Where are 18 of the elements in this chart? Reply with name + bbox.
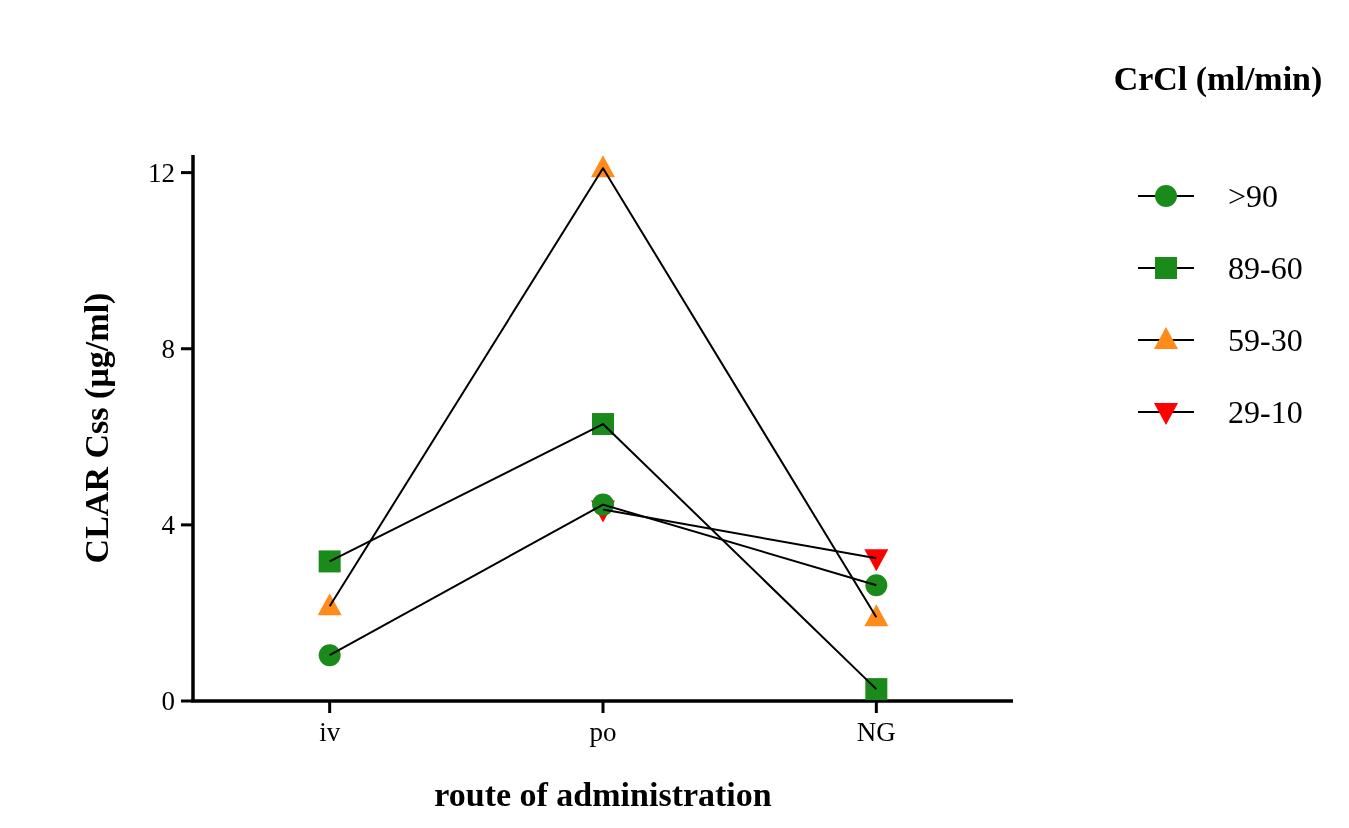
x-tick-label: iv [319, 717, 341, 747]
legend-label: 29-10 [1228, 394, 1303, 431]
point [318, 550, 341, 573]
point [865, 574, 888, 597]
legend-label: 89-60 [1228, 250, 1303, 287]
legend-title: CrCl (ml/min) [1113, 60, 1323, 98]
legend-label: >90 [1228, 178, 1279, 215]
y-tick-label: 0 [161, 686, 175, 717]
y-tick-label: 12 [148, 158, 175, 189]
x-tick-label: po [589, 717, 617, 747]
y-tick-label: 8 [161, 334, 175, 365]
point [865, 678, 888, 701]
y-axis-title: CLAR Css (µg/ml) [78, 292, 116, 564]
point [318, 644, 341, 667]
x-axis-title: route of administration [434, 776, 772, 813]
x-tick-label: NG [856, 717, 896, 747]
legend-label: 59-30 [1228, 322, 1303, 359]
y-tick-label: 4 [161, 510, 176, 541]
